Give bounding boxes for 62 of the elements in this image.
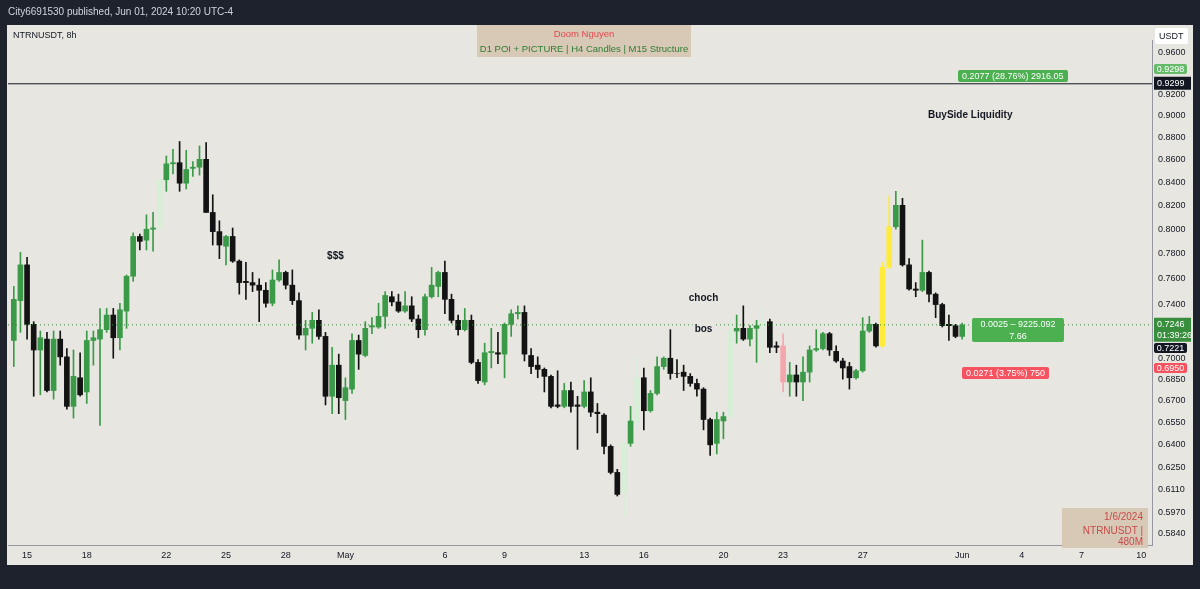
y-tick-label: 0.8200: [1158, 199, 1186, 210]
price-tag: 0.0271 (3.75%) 750: [962, 367, 1050, 379]
text: NTRNUSDT, 8h: [13, 30, 77, 40]
y-tick-label: 0.7400: [1158, 299, 1186, 310]
chart-title: Doom Nguyen: [552, 28, 616, 39]
y-axis-title: USDT: [1155, 28, 1188, 44]
candlestick: [800, 356, 806, 401]
x-tick-label: 13: [579, 549, 590, 560]
candlestick: [402, 291, 408, 313]
chart-subtitle: D1 POI + PICTURE | H4 Candles | M15 Structure: [478, 43, 690, 54]
y-tick-label: 0.8800: [1158, 131, 1186, 142]
y-tick-label: 0.6110: [1158, 484, 1185, 495]
annotation: choch: [688, 291, 719, 303]
x-tick-label: 27: [857, 549, 868, 560]
x-tick-label: 9: [502, 549, 508, 560]
x-tick-label: 6: [442, 549, 448, 560]
price-tag: 0.0025 – 9225.092: [972, 318, 1064, 330]
y-tick-label: 0.9200: [1158, 88, 1186, 99]
x-tick-label: 18: [81, 549, 92, 560]
x-tick-label: 23: [778, 549, 789, 560]
x-tick-label: 22: [161, 549, 172, 560]
candlestick: [495, 332, 501, 365]
candlestick: [912, 282, 919, 298]
candlestick: [786, 362, 793, 397]
x-tick-label: 25: [221, 549, 232, 560]
annotation: BuySide Liquidity: [928, 109, 1013, 120]
y-tick-label: 0.6700: [1158, 395, 1186, 406]
y-tick-label: 0.7800: [1158, 248, 1186, 259]
y-tick-label: 0.5840: [1158, 527, 1186, 538]
y-tick-label: 0.6400: [1158, 439, 1186, 450]
x-tick-label: May: [336, 549, 355, 560]
x-tick-label: 20: [718, 549, 729, 560]
ref-line-label: 0.9299: [1157, 77, 1185, 88]
y-tick-label: 0.6250: [1158, 462, 1186, 473]
text: City6691530 published, Jun 01, 2024 10:20 UTC-4: [8, 6, 234, 17]
y-tick-label: 0.8600: [1158, 153, 1186, 164]
price-tag: 0.2077 (28.76%) 2916.05: [958, 70, 1068, 82]
x-tick-label: 7: [1079, 549, 1085, 560]
candlestick: [760, 306, 767, 365]
y-tick-label: 0.6550: [1158, 416, 1186, 427]
x-tick-label: 28: [280, 549, 291, 560]
price-tag: 0.9298: [1154, 64, 1187, 74]
annotation: 1/6/2024: [1103, 510, 1144, 522]
x-tick-label: 4: [1019, 549, 1025, 560]
x-tick-label: Jun: [954, 549, 970, 560]
annotation: NTRNUSDT | 480M: [1081, 524, 1144, 547]
y-tick-label: 0.9000: [1158, 109, 1186, 120]
price-tag: 0.7221: [1154, 343, 1187, 353]
price-tag: 7.66: [972, 330, 1064, 342]
y-tick-label: 0.7000: [1158, 352, 1186, 363]
annotation: $$$: [327, 249, 345, 261]
y-tick-label: 0.5970: [1158, 506, 1186, 517]
x-tick-label: 15: [22, 549, 33, 560]
y-tick-label: 0.8000: [1158, 223, 1186, 234]
y-tick-label: 0.7600: [1158, 273, 1186, 284]
y-tick-label: 0.8400: [1158, 176, 1186, 187]
y-tick-label: 0.6850: [1158, 373, 1186, 384]
annotation: bos: [694, 323, 713, 335]
x-tick-label: 10: [1136, 549, 1147, 560]
y-tick-label: 0.9600: [1158, 47, 1186, 58]
price-tag: 0.6950: [1154, 363, 1187, 373]
x-tick-label: 16: [638, 549, 649, 560]
